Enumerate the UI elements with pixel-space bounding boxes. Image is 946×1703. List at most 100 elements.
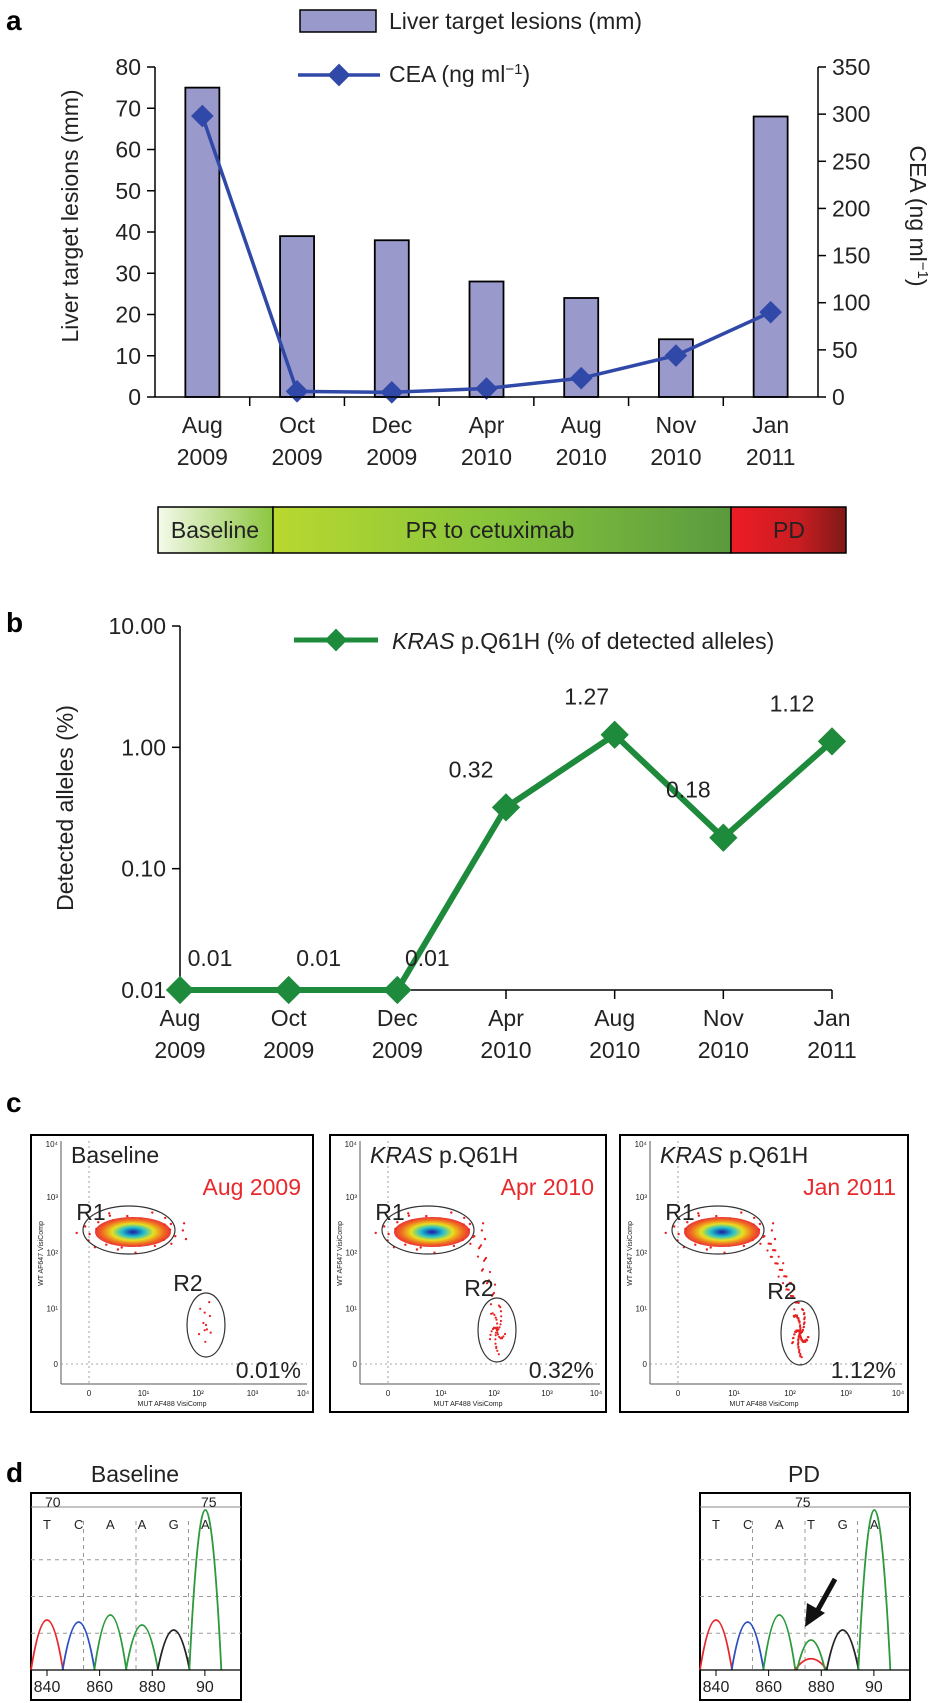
event-dot (404, 1243, 407, 1246)
event-dot (496, 1333, 499, 1336)
right-tick-label: 50 (832, 337, 858, 363)
peak-trace (125, 1624, 159, 1671)
flow-x-tick: 10² (488, 1389, 500, 1398)
panel-b-kras-line: 0.01 0.01 0.01 0.32 1.27 0.18 1.12 (165, 684, 847, 1005)
event-dot (203, 1311, 206, 1314)
event-dot (783, 1275, 786, 1278)
flow-x-tick: 10² (192, 1389, 204, 1398)
base-call: G (838, 1517, 848, 1532)
event-dot (493, 1283, 497, 1286)
panel-d-letter: d (6, 1457, 23, 1488)
event-dot (771, 1222, 775, 1225)
event-dot (494, 1334, 497, 1337)
cea-point (569, 366, 593, 390)
title-variant: p.Q61H (433, 1142, 519, 1168)
event-dot (797, 1346, 800, 1349)
flow-plot-date: Jan 2011 (803, 1174, 896, 1200)
cea-point (380, 380, 404, 404)
x-tick-month: Oct (279, 412, 315, 438)
flow-y-tick: 10⁴ (46, 1140, 59, 1149)
flow-y-tick: 10⁴ (345, 1140, 358, 1149)
event-dot (203, 1329, 206, 1332)
x-tick-year: 2009 (372, 1037, 423, 1063)
event-dot (799, 1335, 802, 1338)
event-dot (801, 1328, 805, 1332)
r1-density (684, 1217, 760, 1247)
timeline-pr (272, 506, 732, 554)
event-dot (208, 1301, 211, 1304)
event-dot (794, 1330, 797, 1333)
panel-a-right-axis: 0 50 100 150 200 250 300 350 (817, 54, 870, 410)
kras-point (709, 823, 738, 852)
flow-plot-date: Apr 2010 (501, 1174, 594, 1200)
r2-label: R2 (464, 1275, 493, 1301)
event-dot (489, 1333, 492, 1336)
event-dot (480, 1229, 484, 1232)
event-dot (802, 1325, 806, 1328)
x-tick-month: Aug (160, 1005, 201, 1031)
flow-x-axis-label: MUT AF488 VisiComp (730, 1401, 799, 1408)
x-tick-month: Dec (377, 1005, 418, 1031)
event-dot (495, 1328, 499, 1332)
legend-kras-marker (324, 628, 348, 652)
x-tick-month: Oct (271, 1005, 307, 1031)
x-tick-month: Aug (561, 412, 602, 438)
event-dot (489, 1303, 493, 1306)
peak-trace (796, 1639, 826, 1671)
event-dot (782, 1282, 785, 1285)
flow-plot-frame (30, 1134, 314, 1413)
right-tick-label: 200 (832, 195, 870, 221)
flow-percentage: 0.01% (236, 1357, 301, 1383)
peak-trace (188, 1509, 223, 1671)
event-dot (797, 1339, 800, 1342)
x-tick-year: 2010 (461, 444, 512, 470)
timeline-baseline-label: Baseline (171, 517, 259, 543)
mutation-arrow-shaft (812, 1577, 838, 1617)
event-dot (497, 1304, 501, 1307)
r1-label: R1 (375, 1199, 404, 1225)
event-dot (499, 1306, 502, 1309)
event-dot (761, 1235, 765, 1239)
x-tick-year: 2011 (746, 444, 795, 470)
title-gene: KRAS (660, 1142, 723, 1168)
event-dot (807, 1336, 810, 1339)
event-dot (197, 1333, 201, 1336)
kras-data-label: 1.27 (564, 684, 609, 710)
kras-point (383, 975, 412, 1005)
event-dot (767, 1242, 770, 1245)
flow-plot-0: 0 0 10¹ 10¹ 10² 10² 10³ 10³ 10⁴ 10⁴ MUT AF488 Visi… (30, 1134, 314, 1413)
panel-d-pd-title: PD (788, 1461, 820, 1487)
x-tick-year: 2010 (589, 1037, 640, 1063)
lesion-bar (752, 115, 789, 398)
kras-data-label: 0.18 (666, 777, 711, 803)
left-tick-label: 50 (115, 178, 141, 204)
r1-density (95, 1217, 171, 1247)
event-dot (497, 1353, 500, 1356)
event-dot (801, 1330, 804, 1333)
event-dot (120, 1246, 123, 1249)
event-dot (419, 1246, 422, 1249)
event-dot (742, 1244, 746, 1248)
event-dot (471, 1235, 475, 1239)
kras-data-label: 0.32 (449, 756, 494, 782)
r2-gate (780, 1300, 820, 1366)
event-dot (694, 1243, 697, 1246)
cea-point (475, 377, 498, 400)
flow-plot-date: Aug 2009 (203, 1174, 301, 1200)
lesion-bar (279, 235, 315, 398)
event-dot (796, 1343, 800, 1346)
event-dot (753, 1216, 756, 1220)
flow-y-tick: 10¹ (635, 1304, 647, 1313)
base-call: A (138, 1517, 147, 1532)
flow-x-tick: 10⁴ (590, 1389, 603, 1398)
flow-x-tick: 0 (676, 1389, 681, 1398)
event-dot (740, 1211, 743, 1214)
panel-b-letter: b (6, 607, 23, 638)
legend-kras-label: KRAS p.Q61H (% of detected alleles) (392, 628, 774, 654)
peak-trace (61, 1621, 96, 1671)
event-dot (499, 1310, 503, 1313)
event-dot (485, 1282, 489, 1285)
chromatogram-baseline: 70 75 T C A A G A 840 860 880 90 (30, 1492, 242, 1701)
event-dot (204, 1323, 208, 1327)
x-tick-month: Jan (752, 412, 789, 438)
